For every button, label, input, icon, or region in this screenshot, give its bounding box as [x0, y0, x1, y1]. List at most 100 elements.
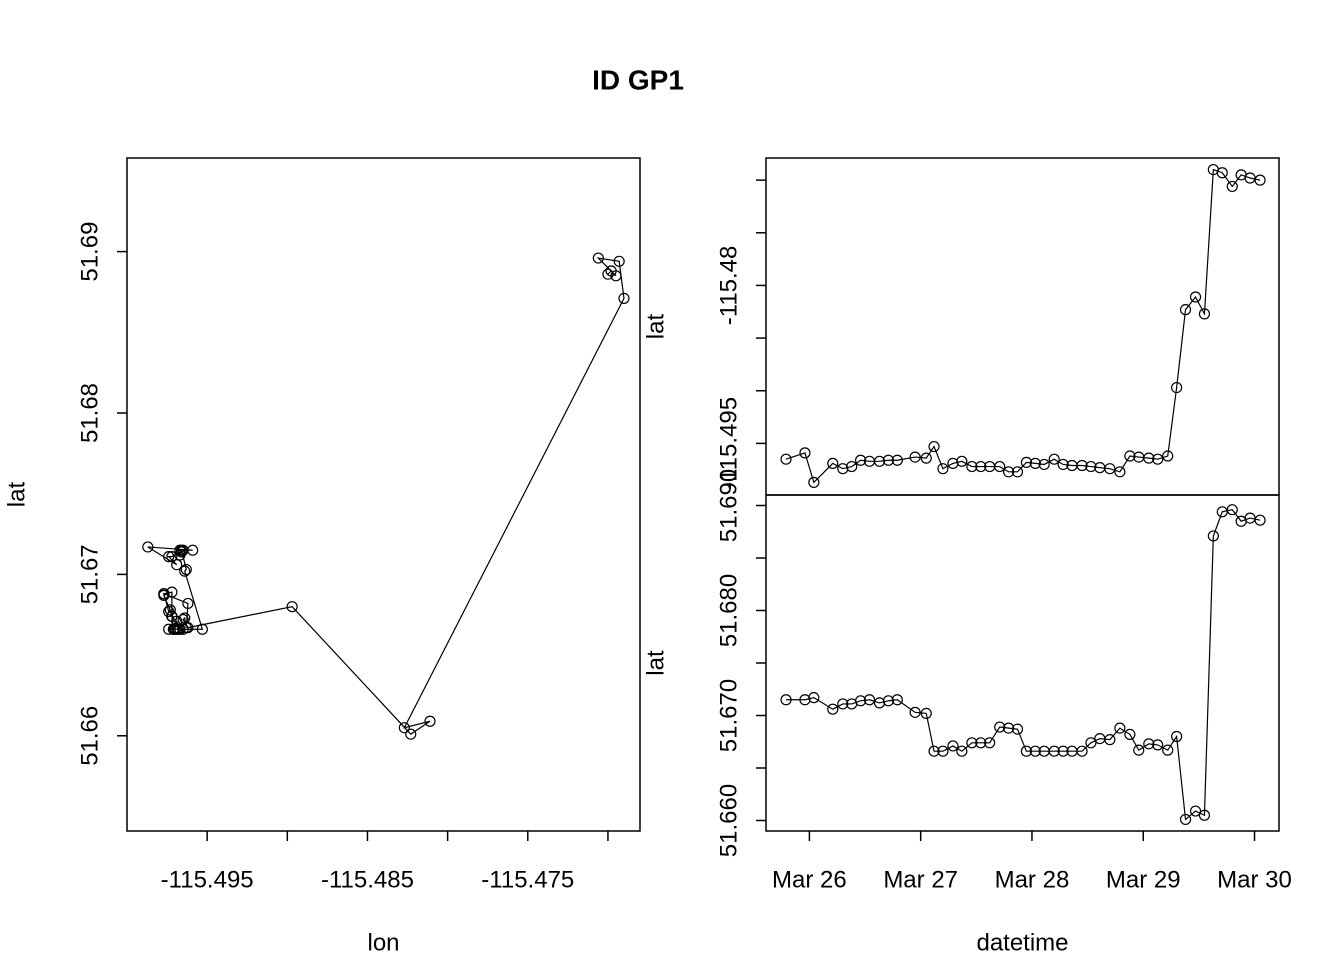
data-point: [956, 455, 968, 467]
data-point: [1104, 463, 1116, 475]
data-point: [928, 745, 940, 757]
y-axis-label: lat: [3, 482, 30, 508]
plot-frame: [126, 157, 641, 832]
data-point: [994, 460, 1006, 473]
data-point: [1011, 466, 1024, 478]
data-point: [1162, 450, 1174, 462]
data-point: [1076, 745, 1088, 757]
data-point: [177, 613, 189, 626]
data-point: [1002, 722, 1015, 734]
data-point: [1038, 458, 1050, 471]
y-tick-label: 51.690: [715, 469, 742, 542]
data-point: [873, 455, 886, 467]
y-tick-label: 51.660: [715, 784, 742, 857]
data-point: [187, 544, 199, 556]
data-point: [1057, 458, 1069, 471]
data-point: [854, 695, 867, 707]
data-point: [1171, 381, 1183, 394]
data-point: [613, 255, 625, 267]
x-tick-label: Mar 28: [995, 866, 1070, 893]
y-axis-label: lat: [642, 314, 669, 340]
data-point: [891, 454, 903, 466]
data-point: [1226, 504, 1238, 516]
data-point: [180, 563, 192, 576]
data-point: [1029, 745, 1041, 757]
data-point: [602, 268, 614, 280]
data-point: [928, 440, 940, 453]
data-point: [920, 452, 932, 464]
data-point: [1020, 745, 1032, 757]
data-point: [618, 292, 630, 305]
data-point: [158, 588, 170, 600]
data-point: [1085, 737, 1097, 749]
data-point: [882, 454, 895, 466]
y-tick-label: 51.69: [76, 222, 103, 282]
data-point: [424, 715, 436, 727]
data-point: [182, 597, 194, 610]
data-point: [1057, 745, 1069, 757]
data-point: [966, 460, 978, 473]
data-point: [846, 460, 858, 473]
data-point: [956, 745, 968, 757]
data-point: [1216, 167, 1228, 179]
data-point: [937, 463, 949, 475]
data-point: [175, 544, 188, 556]
data-point: [142, 541, 154, 553]
data-point: [799, 447, 811, 459]
data-point: [1143, 452, 1155, 464]
x-axis-label: lon: [367, 929, 399, 956]
data-point: [1152, 739, 1164, 751]
y-tick-label: 51.670: [715, 679, 742, 752]
data-point: [163, 551, 175, 563]
data-point: [780, 453, 792, 465]
x-tick-label: Mar 26: [772, 866, 847, 893]
data-point: [882, 695, 895, 707]
data-point: [837, 698, 849, 710]
data-point: [891, 694, 903, 706]
data-point: [827, 703, 839, 715]
data-point: [179, 612, 191, 624]
data-point: [1114, 466, 1126, 478]
data-point: [1114, 722, 1126, 734]
y-tick-label: 51.680: [715, 574, 742, 647]
data-point: [592, 252, 604, 264]
data-line: [147, 257, 625, 735]
data-point: [166, 551, 178, 563]
data-point: [605, 265, 617, 277]
data-point: [1011, 723, 1024, 735]
data-point: [1002, 466, 1015, 478]
data-point: [947, 740, 959, 752]
y-tick-label: 51.67: [76, 544, 103, 604]
y-tick-label: 51.68: [76, 383, 103, 443]
x-tick-label: Mar 29: [1106, 866, 1181, 893]
data-point: [1226, 180, 1238, 193]
data-point: [171, 559, 183, 571]
data-point: [1124, 728, 1136, 741]
data-point: [1152, 453, 1164, 465]
data-point: [1189, 805, 1202, 817]
data-point: [163, 605, 175, 618]
data-point: [1085, 460, 1097, 473]
plot-frame: [765, 494, 1280, 832]
data-point: [1029, 457, 1041, 470]
data-point: [1179, 813, 1192, 826]
data-point: [1179, 304, 1192, 316]
data-point: [167, 623, 180, 635]
data-point: [966, 737, 978, 749]
data-point: [854, 454, 867, 466]
data-point: [808, 476, 820, 488]
data-line: [785, 168, 1261, 484]
data-point: [975, 737, 987, 749]
data-point: [1189, 291, 1202, 303]
x-tick-label: -115.485: [321, 866, 414, 893]
data-point: [1162, 744, 1174, 756]
data-point: [827, 457, 839, 470]
data-point: [920, 707, 932, 720]
plot-frame: [765, 157, 1280, 496]
data-point: [398, 722, 410, 734]
data-point: [1254, 174, 1266, 186]
data-point: [1143, 738, 1155, 750]
data-point: [909, 706, 921, 718]
data-point: [1254, 514, 1266, 526]
